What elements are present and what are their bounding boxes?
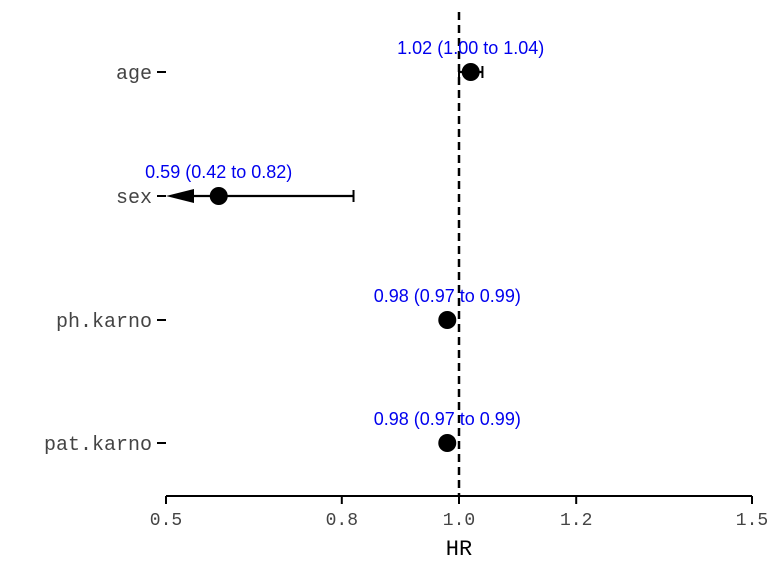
forest-row: pat.karno 0.98 (0.97 to 0.99) <box>44 409 521 457</box>
hr-annotation: 0.98 (0.97 to 0.99) <box>374 409 521 429</box>
x-axis-title: HR <box>446 537 472 562</box>
x-tick-label: 0.5 <box>150 511 182 531</box>
hr-point <box>209 187 228 205</box>
x-tick-label: 0.8 <box>326 511 358 531</box>
forest-row: sex 0.59 (0.42 to 0.82) <box>116 162 355 210</box>
hr-annotation: 0.98 (0.97 to 0.99) <box>374 286 521 306</box>
y-axis-label: age <box>116 63 152 86</box>
hr-annotation: 0.59 (0.42 to 0.82) <box>145 162 292 182</box>
hr-point <box>438 434 457 452</box>
x-tick-label: 1.0 <box>443 511 475 531</box>
forest-row: ph.karno 0.98 (0.97 to 0.99) <box>56 286 521 334</box>
ci-lower-arrow <box>166 189 194 203</box>
y-axis-label: sex <box>116 187 152 210</box>
hr-point <box>438 311 457 329</box>
y-axis-label: pat.karno <box>44 434 152 457</box>
x-tick-label: 1.2 <box>560 511 592 531</box>
hr-point <box>461 63 480 81</box>
x-tick-label: 1.5 <box>736 511 768 531</box>
hr-annotation: 1.02 (1.00 to 1.04) <box>397 38 544 58</box>
forest-row: age 1.02 (1.00 to 1.04) <box>116 38 544 86</box>
rows-group: age 1.02 (1.00 to 1.04) sex 0.59 (0.42 to 0… <box>44 38 544 457</box>
y-axis-label: ph.karno <box>56 311 152 334</box>
x-axis: 0.5 0.8 1.0 1.2 1.5 <box>150 495 768 531</box>
